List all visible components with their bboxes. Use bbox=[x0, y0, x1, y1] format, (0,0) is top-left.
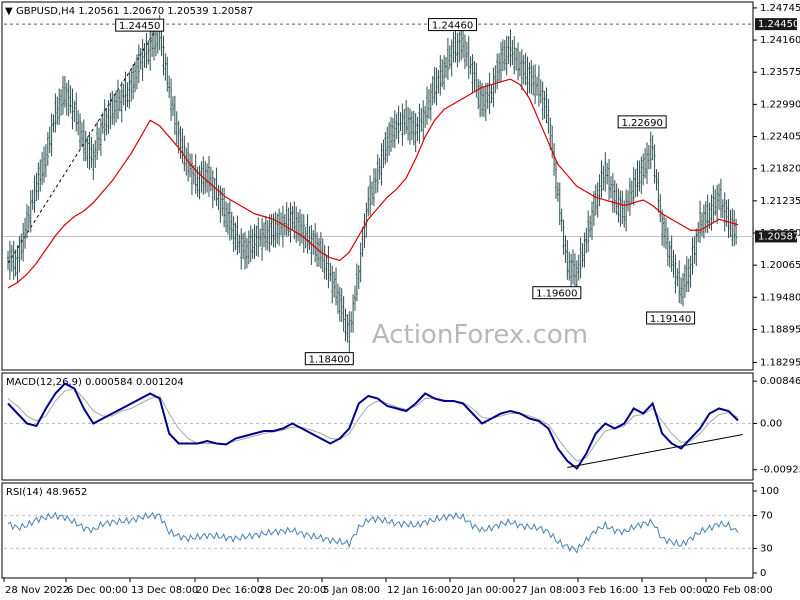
rising-trendline bbox=[7, 23, 161, 264]
price-y-tick-label: 1.19480 bbox=[760, 292, 800, 303]
price-panel-arrow: ▼ bbox=[5, 6, 13, 17]
current-price-label: 1.20587 bbox=[758, 231, 799, 242]
price-reference-lines bbox=[4, 23, 753, 237]
annotation-label: 1.24460 bbox=[432, 21, 473, 32]
x-tick-label: 28 Dec 20:00 bbox=[259, 585, 326, 596]
macd-y-axis: 0.008467 0.00 -0.009233 bbox=[753, 376, 800, 476]
price-panel-frame bbox=[1, 1, 754, 371]
macd-panel-frame bbox=[1, 372, 754, 481]
price-y-tick-label: 1.21235 bbox=[760, 196, 800, 207]
x-tick-label: 13 Dec 08:00 bbox=[131, 585, 198, 596]
price-y-tick-label: 1.24745 bbox=[760, 3, 800, 14]
x-tick-label: 27 Jan 08:00 bbox=[515, 585, 578, 596]
x-tick-label: 20 Feb 08:00 bbox=[707, 585, 773, 596]
price-header: GBPUSD,H4 1.20561 1.20670 1.20539 1.2058… bbox=[16, 6, 253, 17]
annotation-label: 1.18400 bbox=[309, 355, 350, 366]
price-panel: ▼ GBPUSD,H4 1.20561 1.20670 1.20539 1.20… bbox=[1, 1, 800, 371]
rsi-y-tick-label: 0 bbox=[760, 568, 766, 579]
price-annotations: 1.24450 1.24460 1.18400 1.19600 1.22690 1.191… bbox=[115, 18, 696, 366]
macd-header: MACD(12,26,9) 0.000584 0.001204 bbox=[6, 377, 184, 388]
annotation-label: 1.22690 bbox=[621, 118, 662, 129]
price-y-axis: 1.24745 1.24160 1.23575 1.22990 1.22405 1.218… bbox=[753, 3, 800, 368]
moving-average-line bbox=[7, 78, 739, 289]
macd-y-tick-label: -0.009233 bbox=[760, 465, 800, 476]
watermark: ActionForex.com bbox=[372, 320, 588, 350]
rsi-y-axis: 100 70 30 0 bbox=[753, 486, 779, 579]
rsi-header: RSI(14) 48.9652 bbox=[6, 487, 87, 498]
annotation-box bbox=[304, 352, 354, 366]
annotation-box bbox=[646, 311, 696, 325]
macd-y-tick-label: 0.00 bbox=[760, 419, 782, 430]
price-candles bbox=[7, 14, 738, 354]
price-y-tick-label: 1.23575 bbox=[760, 67, 800, 78]
rsi-y-tick-label: 30 bbox=[760, 543, 773, 554]
x-tick-label: 20 Dec 16:00 bbox=[196, 585, 263, 596]
rsi-y-tick-label: 100 bbox=[760, 486, 779, 497]
annotation-label: 1.19600 bbox=[536, 289, 577, 300]
price-y-tick-label: 1.22405 bbox=[760, 132, 800, 143]
macd-lines bbox=[4, 382, 753, 470]
x-tick-label: 6 Dec 00:00 bbox=[67, 585, 128, 596]
annotation-box bbox=[617, 115, 667, 129]
reference-price-box bbox=[755, 18, 797, 31]
price-trendline bbox=[7, 23, 161, 264]
x-tick-label: 13 Feb 00:00 bbox=[643, 585, 709, 596]
annotation-box bbox=[115, 18, 165, 32]
x-tick-label: 28 Nov 2022 bbox=[5, 585, 69, 596]
rsi-panel: RSI(14) 48.9652 100 70 30 0 bbox=[1, 482, 779, 579]
rsi-lines bbox=[4, 511, 753, 554]
annotation-box bbox=[532, 286, 582, 300]
price-y-tick-label: 1.22990 bbox=[760, 99, 800, 110]
macd-trendline bbox=[567, 434, 743, 468]
reference-price-label: 1.24450 bbox=[758, 19, 799, 30]
annotation-label: 1.24450 bbox=[119, 21, 160, 32]
rsi-panel-frame bbox=[1, 482, 754, 579]
current-price-marker: 1.20587 1.24450 bbox=[755, 18, 799, 243]
annotation-label: 1.19140 bbox=[650, 314, 691, 325]
x-tick-label: 5 Jan 08:00 bbox=[323, 585, 380, 596]
x-tick-label: 12 Jan 16:00 bbox=[387, 585, 450, 596]
price-y-tick-label: 1.20065 bbox=[760, 260, 800, 271]
rsi-y-tick-label: 70 bbox=[760, 511, 773, 522]
moving-average bbox=[7, 78, 739, 289]
price-y-tick-label: 1.21820 bbox=[760, 164, 800, 175]
macd-panel: MACD(12,26,9) 0.000584 0.001204 0.008467… bbox=[1, 372, 800, 481]
price-y-tick-label: 1.24160 bbox=[760, 35, 800, 46]
price-y-tick-label: 1.18295 bbox=[760, 357, 800, 368]
macd-y-tick-label: 0.008467 bbox=[760, 376, 800, 387]
rsi-line bbox=[7, 511, 739, 554]
current-price-box bbox=[755, 230, 797, 243]
price-y-tick-label: 1.18895 bbox=[760, 324, 800, 335]
macd-main-line bbox=[7, 382, 739, 470]
x-tick-label: 20 Jan 00:00 bbox=[451, 585, 514, 596]
annotation-box bbox=[428, 18, 478, 32]
x-tick-label: 3 Feb 16:00 bbox=[579, 585, 638, 596]
